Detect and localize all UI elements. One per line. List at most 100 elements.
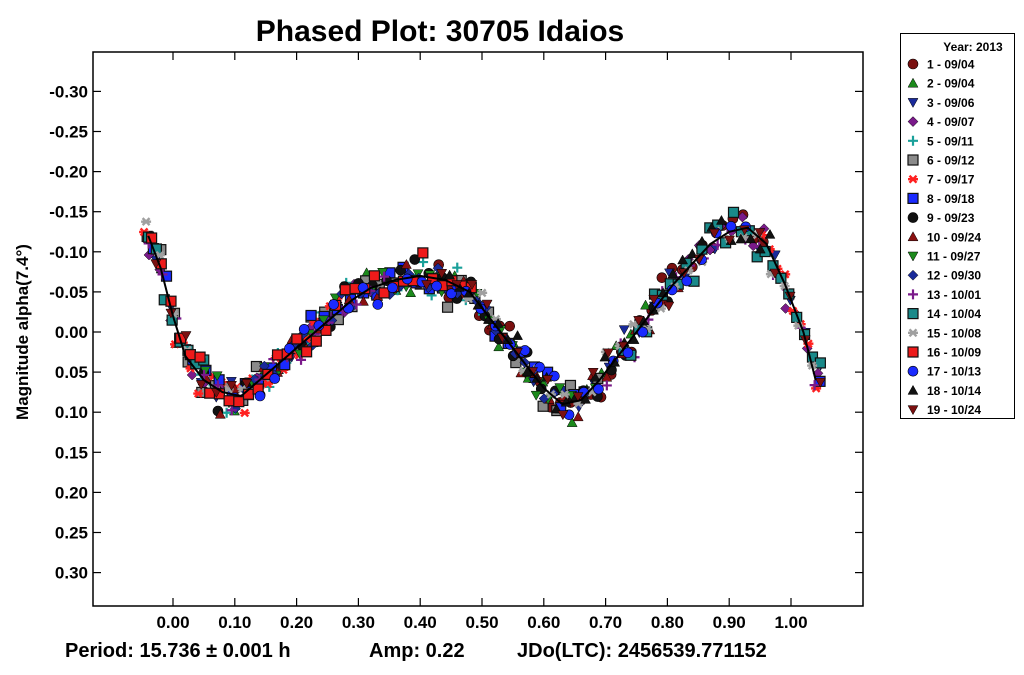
legend-label: 14 - 10/04 — [927, 307, 981, 321]
data-point — [806, 351, 819, 363]
data-point — [194, 351, 206, 363]
legend-marker — [908, 289, 918, 300]
legend-entry: 5 - 09/11 — [908, 134, 974, 148]
legend-marker — [907, 251, 919, 262]
x-tick-label: 0.80 — [651, 613, 684, 632]
data-point — [358, 295, 369, 306]
legend-entry: 10 - 09/24 — [907, 230, 981, 244]
legend-label: 19 - 10/24 — [927, 403, 981, 417]
data-point — [310, 335, 322, 347]
legend-title: Year: 2013 — [943, 40, 1003, 54]
data-point — [262, 379, 273, 389]
data-point — [587, 368, 599, 378]
data-point — [436, 269, 448, 279]
data-point — [239, 408, 250, 418]
legend-entry: 2 - 09/04 — [907, 77, 975, 91]
legend-entry: 7 - 09/17 — [908, 173, 975, 187]
data-point — [400, 258, 412, 269]
data-point — [211, 371, 223, 382]
data-point — [269, 373, 281, 384]
data-point — [271, 349, 284, 361]
data-point — [368, 270, 381, 282]
legend-label: 9 - 09/23 — [927, 211, 975, 225]
data-point — [387, 282, 398, 293]
data-point — [279, 359, 291, 371]
data-point — [764, 228, 776, 239]
data-point — [602, 348, 614, 359]
data-point — [708, 228, 720, 239]
data-point — [681, 275, 693, 287]
data-point — [572, 392, 584, 403]
y-tick-label: -0.05 — [49, 283, 88, 302]
legend-marker — [907, 308, 919, 320]
legend-entry: 19 - 10/24 — [907, 403, 981, 417]
legend-label: 13 - 10/01 — [927, 288, 981, 302]
data-point — [716, 214, 727, 225]
data-point — [724, 235, 735, 246]
legend-marker — [907, 365, 919, 377]
x-tick-label: 0.50 — [465, 613, 498, 632]
data-point — [754, 243, 766, 254]
data-point — [542, 375, 554, 386]
data-point — [735, 233, 747, 244]
legend-marker — [907, 212, 919, 223]
data-point — [481, 299, 493, 310]
y-tick-label: 0.20 — [55, 483, 88, 502]
legend-entry: 6 - 09/12 — [907, 154, 975, 168]
data-point — [141, 217, 152, 226]
data-point — [534, 361, 545, 373]
legend-marker — [908, 328, 918, 338]
legend-marker — [908, 135, 918, 146]
legend-entry: 11 - 09/27 — [907, 250, 981, 264]
legend-entry: 16 - 10/09 — [907, 346, 981, 360]
data-point — [417, 247, 429, 259]
data-point — [254, 390, 266, 402]
legend-entry: 12 - 09/30 — [907, 269, 981, 283]
legend-entry: 17 - 10/13 — [907, 365, 981, 379]
x-tick-label: 1.00 — [774, 613, 807, 632]
y-tick-label: -0.15 — [49, 203, 88, 222]
data-point — [554, 383, 566, 394]
data-point — [663, 301, 675, 312]
x-tick-label: 0.00 — [156, 613, 189, 632]
legend-entry: 14 - 10/04 — [907, 307, 981, 321]
data-points — [139, 206, 826, 427]
data-point — [301, 346, 313, 358]
data-point — [351, 299, 362, 310]
legend-marker — [907, 98, 919, 108]
x-tick-label: 0.90 — [713, 613, 746, 632]
legend-marker — [907, 58, 919, 70]
legend-marker — [907, 269, 919, 281]
data-point — [195, 380, 207, 390]
legend-entry: 13 - 10/01 — [908, 288, 981, 302]
data-point — [512, 330, 523, 340]
data-point — [633, 316, 645, 326]
data-point — [328, 299, 339, 310]
data-point — [493, 341, 505, 352]
y-tick-label: -0.25 — [49, 123, 88, 142]
legend-label: 1 - 09/04 — [927, 58, 975, 72]
data-point — [572, 411, 584, 422]
data-point — [409, 254, 421, 265]
data-point — [214, 408, 226, 419]
data-point — [339, 284, 351, 296]
legend-label: 7 - 09/17 — [927, 173, 975, 187]
data-point — [193, 389, 204, 398]
data-point — [667, 268, 679, 279]
legend-label: 4 - 09/07 — [927, 115, 975, 129]
data-point — [640, 299, 651, 310]
data-point — [559, 390, 570, 399]
data-point — [809, 380, 820, 391]
legend-entry: 18 - 10/14 — [907, 384, 981, 398]
legend: Year: 2013 1 - 09/04 2 - 09/04 3 - 09/06 4 -… — [900, 33, 1015, 419]
data-point — [223, 395, 235, 407]
data-point — [815, 377, 826, 388]
legend-label: 10 - 09/24 — [927, 230, 981, 244]
data-point — [329, 293, 341, 304]
legend-label: 18 - 10/14 — [927, 384, 981, 398]
legend-entry: 1 - 09/04 — [907, 58, 975, 72]
legend-marker — [907, 346, 919, 358]
data-point — [221, 407, 232, 418]
data-point — [754, 228, 766, 238]
data-point — [530, 390, 542, 401]
